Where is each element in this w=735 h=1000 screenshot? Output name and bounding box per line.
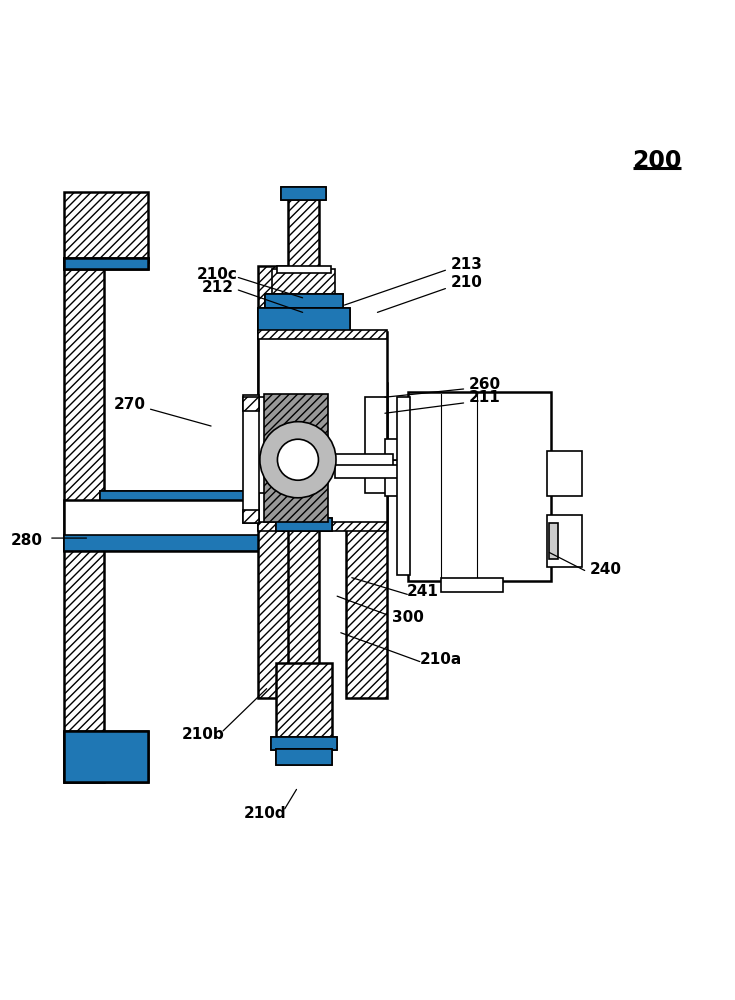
Bar	[243, 395, 259, 523]
Bar	[385, 460, 413, 496]
Bar	[100, 491, 265, 507]
Text: 212: 212	[201, 280, 234, 295]
Bar	[264, 394, 328, 522]
Text: 211: 211	[469, 390, 501, 405]
Bar	[258, 522, 387, 531]
Bar	[64, 731, 148, 782]
Bar	[276, 518, 331, 531]
Bar	[408, 392, 551, 581]
Bar	[64, 258, 148, 269]
Bar	[547, 515, 582, 567]
Bar	[441, 578, 503, 592]
Bar	[345, 383, 387, 698]
Bar	[64, 500, 279, 551]
Text: 210a: 210a	[420, 652, 462, 667]
Bar	[64, 535, 279, 551]
Circle shape	[277, 439, 318, 480]
Text: 210c: 210c	[197, 267, 238, 282]
Text: 213: 213	[451, 257, 482, 272]
Text: 200: 200	[632, 149, 681, 173]
Bar	[64, 731, 148, 782]
Bar	[549, 523, 558, 559]
Bar	[397, 397, 410, 575]
Bar	[288, 527, 319, 665]
Text: 260: 260	[469, 377, 501, 392]
Text: 210: 210	[451, 275, 482, 290]
Bar	[64, 258, 148, 269]
Bar	[334, 454, 393, 467]
Bar	[258, 266, 298, 698]
Bar	[258, 397, 279, 493]
Text: 210b: 210b	[182, 727, 224, 742]
Bar	[334, 465, 430, 478]
Bar	[276, 518, 331, 531]
Bar	[258, 332, 387, 529]
Bar	[385, 439, 404, 460]
Bar	[276, 749, 331, 765]
Bar	[64, 258, 104, 782]
Bar	[265, 294, 343, 310]
Bar	[258, 308, 350, 332]
Text: 241: 241	[406, 584, 438, 599]
Bar	[64, 192, 148, 262]
Bar	[276, 266, 331, 273]
Text: 300: 300	[392, 610, 423, 625]
Bar	[270, 737, 337, 750]
Text: 270: 270	[113, 397, 146, 412]
Bar	[243, 397, 259, 411]
Bar	[276, 749, 331, 765]
Bar	[288, 196, 319, 273]
Text: 280: 280	[11, 533, 43, 548]
Bar	[365, 397, 387, 493]
Bar	[100, 491, 265, 507]
Bar	[265, 294, 343, 310]
Text: 240: 240	[589, 562, 622, 577]
Text: 210d: 210d	[244, 806, 287, 821]
Bar	[276, 663, 331, 740]
Bar	[270, 737, 337, 750]
Bar	[281, 187, 326, 200]
Bar	[243, 510, 259, 523]
Bar	[64, 535, 279, 551]
Circle shape	[260, 422, 336, 498]
Bar	[547, 451, 582, 496]
Bar	[281, 187, 326, 200]
Bar	[258, 308, 350, 332]
Bar	[258, 330, 387, 339]
Bar	[272, 269, 335, 295]
